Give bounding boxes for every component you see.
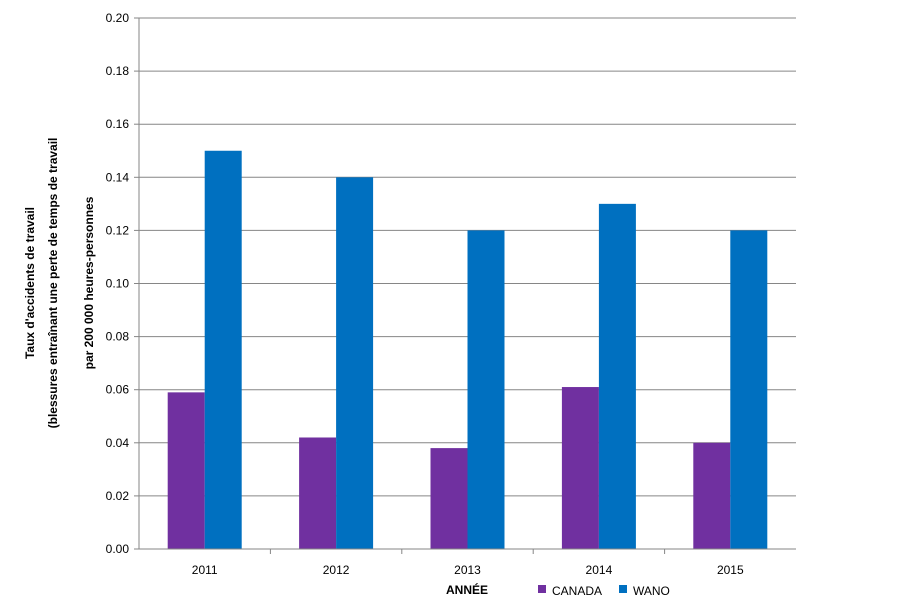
bar-wano-2013 — [467, 230, 505, 549]
y-axis-title-line-2: (blessures entraînant une perte de temps… — [46, 138, 60, 429]
x-tick-label-2013: 2013 — [454, 563, 481, 577]
y-tick-label: 0.10 — [106, 277, 130, 291]
y-tick-label: 0.12 — [106, 223, 130, 237]
bar-canada-2012 — [299, 437, 337, 549]
y-tick-label: 0.04 — [106, 436, 130, 450]
bar-canada-2015 — [693, 442, 731, 549]
y-tick-label: 0.14 — [106, 170, 130, 184]
y-axis-title: Taux d'accidents de travail (blessures e… — [23, 138, 96, 429]
y-tick-label: 0.02 — [106, 489, 130, 503]
x-tick-labels: 2011 2012 2013 2014 2015 — [192, 549, 744, 577]
y-tick-label: 0.00 — [106, 542, 130, 556]
bar-canada-2013 — [430, 448, 468, 549]
legend-label-wano: WANO — [633, 584, 670, 598]
bar-wano-2014 — [598, 203, 636, 549]
y-axis-title-line-1: Taux d'accidents de travail — [23, 207, 37, 359]
x-tick-label-2012: 2012 — [323, 563, 350, 577]
y-tick-label: 0.08 — [106, 330, 130, 344]
x-tick-label-2014: 2014 — [586, 563, 613, 577]
legend-swatch-canada — [538, 585, 546, 593]
y-axis-title-line-3: par 200 000 heures-personnes — [82, 196, 96, 369]
y-tick-labels: 0.00 0.02 0.04 0.06 0.08 0.10 0.12 0.14 0.16 0.18… — [106, 11, 139, 556]
y-tick-label: 0.16 — [106, 117, 130, 131]
y-tick-label: 0.20 — [106, 11, 130, 25]
bar-canada-2011 — [167, 392, 205, 549]
legend-label-canada: CANADA — [552, 584, 602, 598]
legend-swatch-wano — [619, 585, 627, 593]
bar-wano-2012 — [336, 177, 374, 550]
x-axis-title: ANNÉE — [446, 582, 488, 597]
legend: CANADA WANO — [538, 584, 670, 598]
y-tick-label: 0.06 — [106, 383, 130, 397]
bars — [167, 150, 768, 550]
bar-wano-2011 — [204, 150, 242, 549]
bar-canada-2014 — [561, 387, 599, 549]
y-tick-label: 0.18 — [106, 64, 130, 78]
x-tick-label-2011: 2011 — [192, 563, 218, 577]
x-tick-label-2015: 2015 — [717, 563, 744, 577]
bar-wano-2015 — [730, 230, 768, 549]
